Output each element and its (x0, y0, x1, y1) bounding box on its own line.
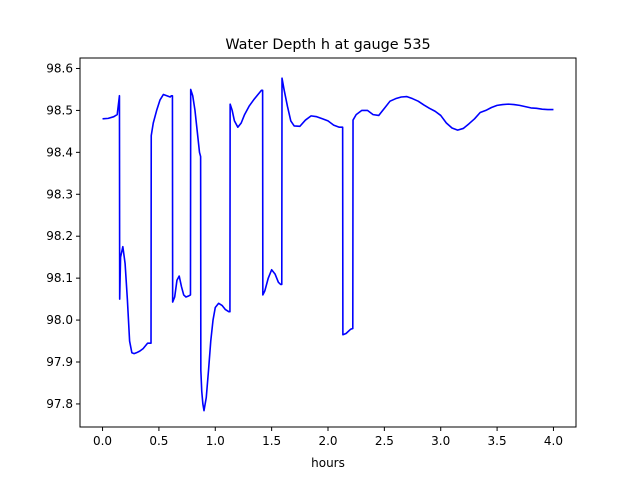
y-axis-ticks: 97.8 97.9 98.0 98.1 98.2 98.3 98.4 98.5 98.6 (46, 61, 80, 411)
x-tick-label: 3.5 (488, 434, 507, 448)
y-tick-label: 98.0 (46, 313, 73, 327)
y-tick-label: 97.9 (46, 355, 73, 369)
y-tick-label: 98.4 (46, 145, 73, 159)
x-tick-label: 2.0 (318, 434, 337, 448)
y-tick-label: 98.1 (46, 271, 73, 285)
x-tick-label: 2.5 (375, 434, 394, 448)
chart-title: Water Depth h at gauge 535 (225, 37, 430, 53)
x-tick-label: 1.5 (262, 434, 281, 448)
y-tick-label: 98.5 (46, 103, 73, 117)
y-tick-label: 98.6 (46, 61, 73, 75)
series-line-0 (102, 77, 554, 412)
x-tick-label: 3.0 (431, 434, 450, 448)
x-tick-label: 0.5 (149, 434, 168, 448)
y-tick-label: 98.2 (46, 229, 73, 243)
x-axis-label: hours (311, 456, 345, 470)
plot-layer (102, 77, 554, 412)
x-tick-label: 1.0 (206, 434, 225, 448)
x-tick-label: 4.0 (544, 434, 563, 448)
x-tick-label: 0.0 (93, 434, 112, 448)
y-tick-label: 98.3 (46, 187, 73, 201)
x-axis-ticks: 0.0 0.5 1.0 1.5 2.0 2.5 3.0 3.5 4.0 (93, 427, 563, 448)
y-tick-label: 97.8 (46, 397, 73, 411)
